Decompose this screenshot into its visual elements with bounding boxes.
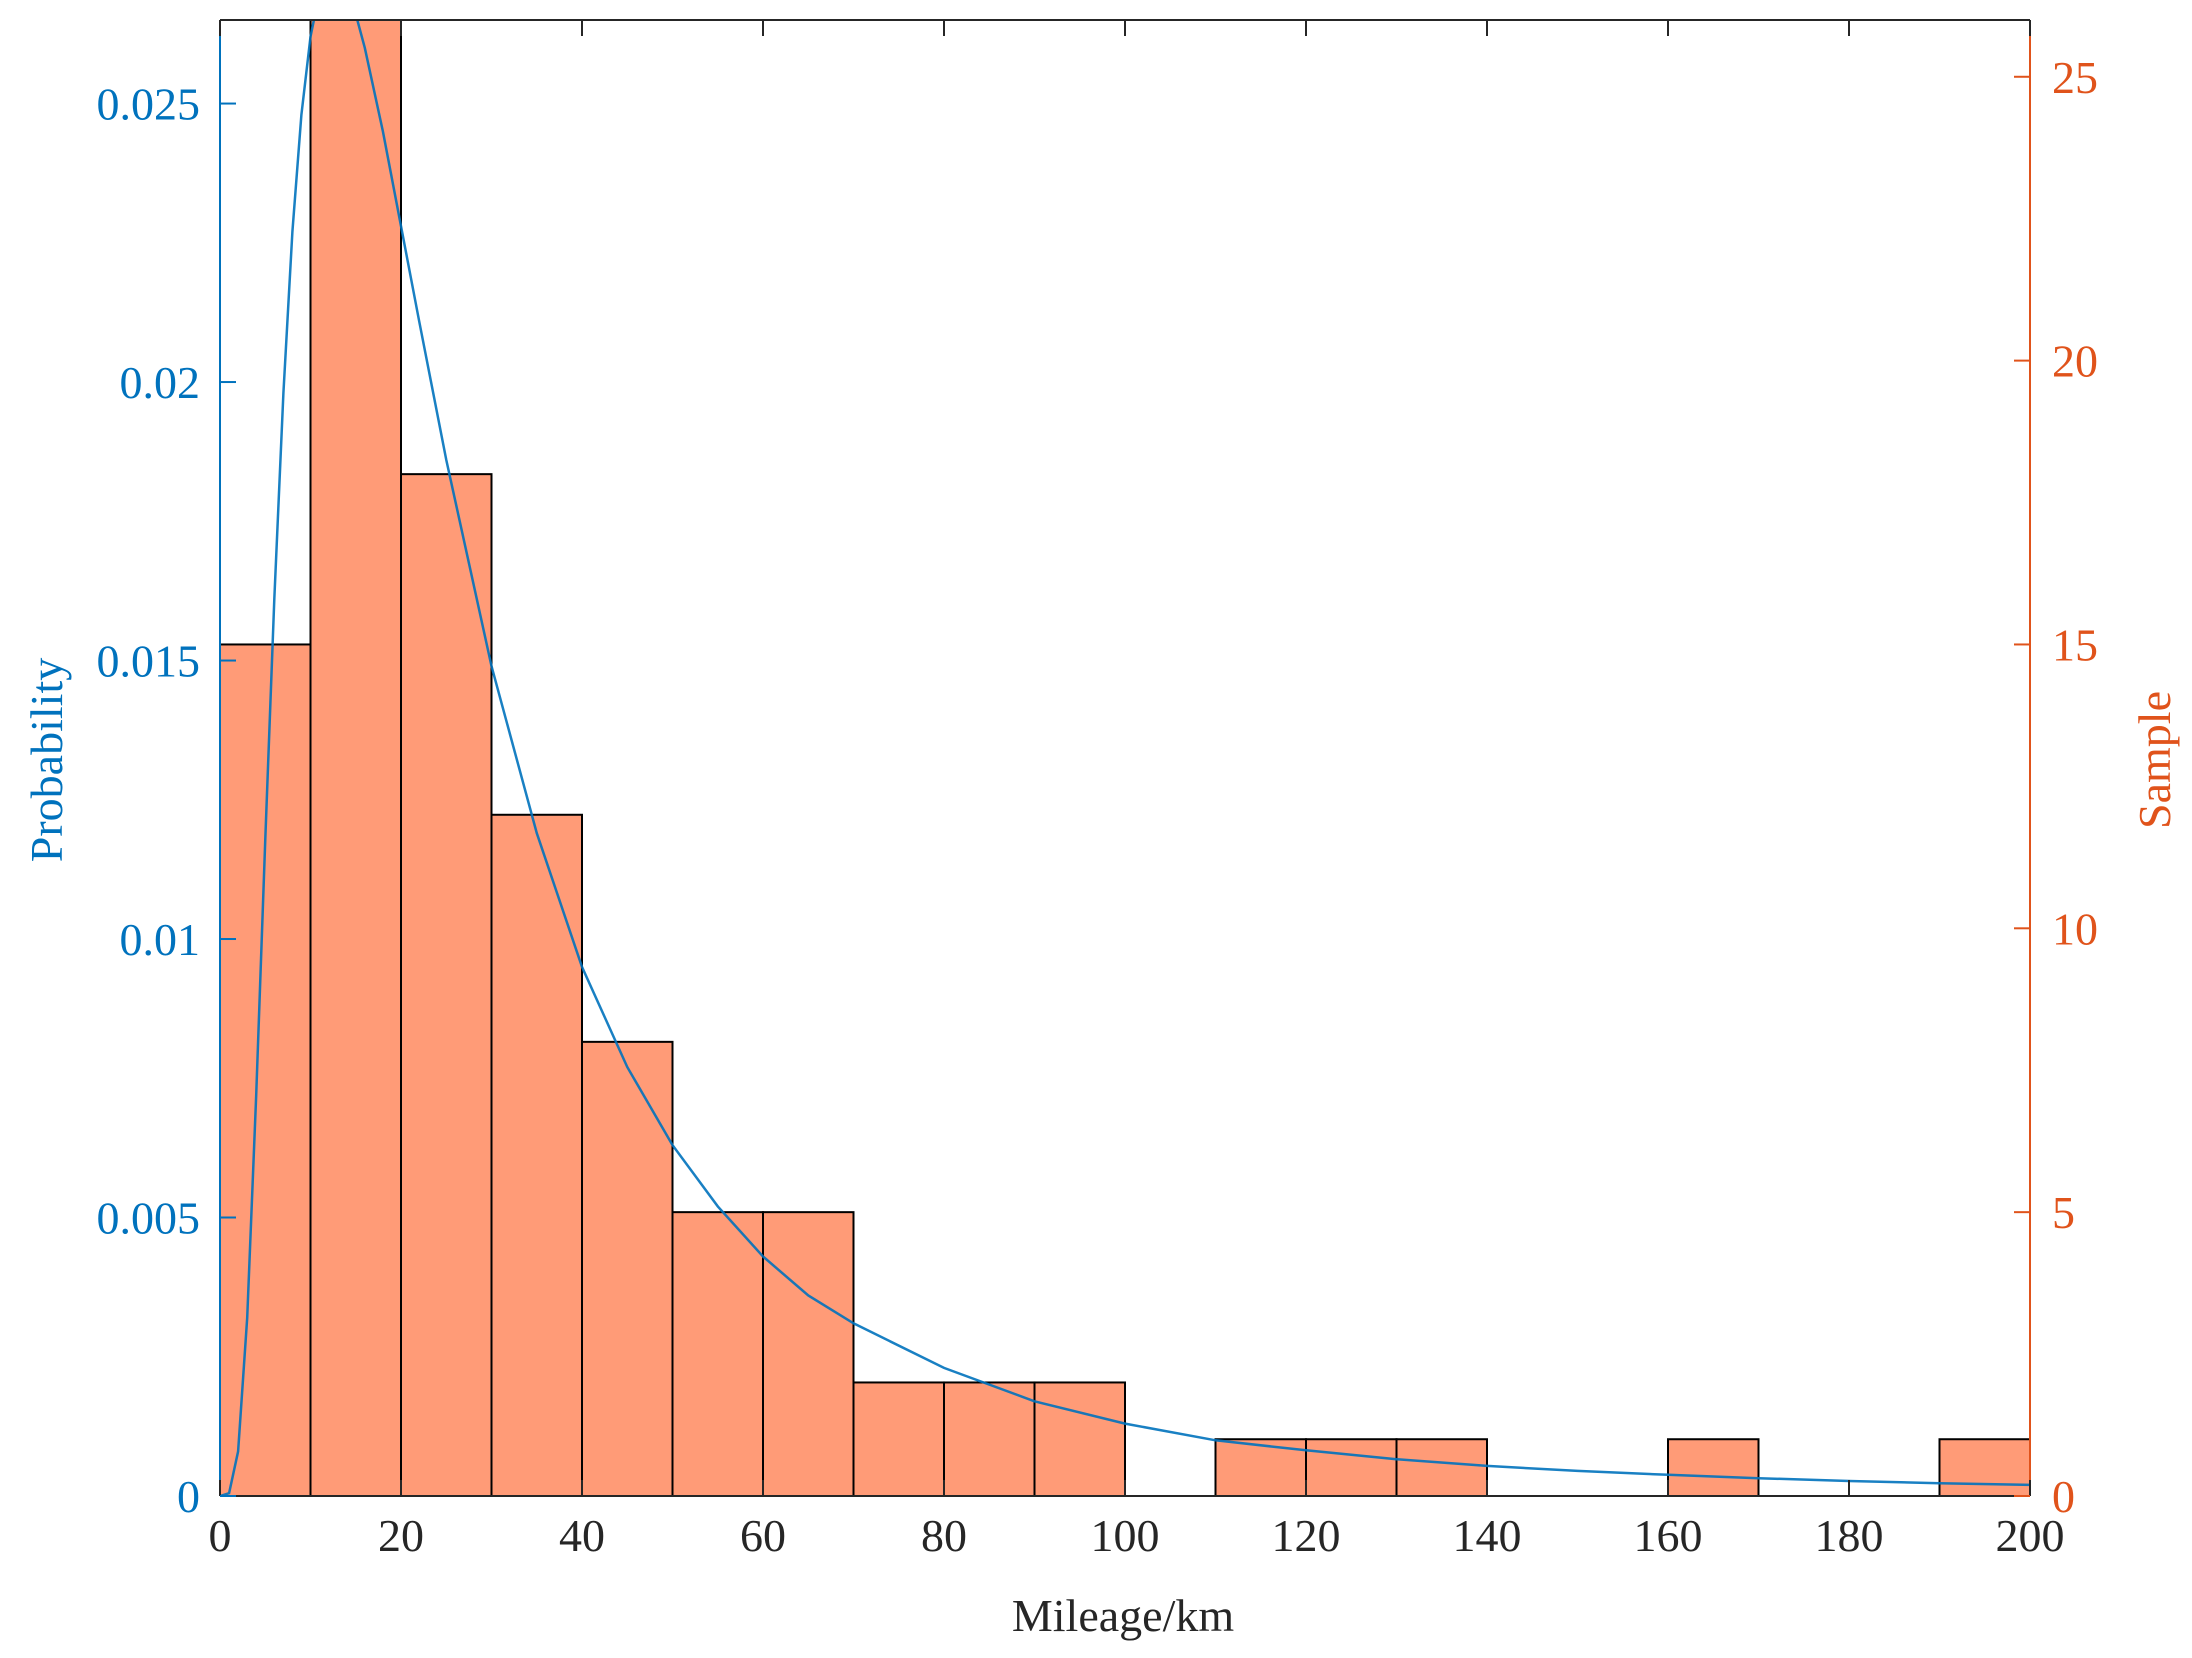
histogram-bar bbox=[1305, 1438, 1398, 1496]
histogram-bar bbox=[762, 1211, 855, 1496]
right-y-tick-label: 20 bbox=[2052, 336, 2098, 387]
left-y-axis-title: Probability bbox=[21, 658, 72, 862]
x-tick-label: 180 bbox=[1815, 1510, 1884, 1561]
x-tick-label: 120 bbox=[1272, 1510, 1341, 1561]
left-y-tick-label: 0.015 bbox=[97, 636, 201, 687]
x-tick-label: 20 bbox=[378, 1510, 424, 1561]
histogram-bar bbox=[581, 1040, 674, 1496]
histogram-bar bbox=[309, 20, 402, 1496]
x-axis-ticks: 0 20 40 60 80 100 120 140 160 180 200 bbox=[209, 20, 2065, 1561]
histogram-bar bbox=[1667, 1438, 1760, 1496]
x-axis-title: Mileage/km bbox=[1012, 1590, 1234, 1641]
x-tick-label: 200 bbox=[1996, 1510, 2065, 1561]
right-y-tick-label: 5 bbox=[2052, 1187, 2075, 1238]
x-tick-label: 60 bbox=[740, 1510, 786, 1561]
x-tick-label: 40 bbox=[559, 1510, 605, 1561]
left-y-tick-label: 0 bbox=[177, 1471, 200, 1522]
left-y-tick-label: 0.025 bbox=[97, 79, 201, 130]
histogram-bar bbox=[943, 1381, 1036, 1496]
x-tick-label: 140 bbox=[1453, 1510, 1522, 1561]
histogram-bar bbox=[671, 1211, 764, 1496]
left-y-tick-label: 0.01 bbox=[120, 914, 201, 965]
histogram-bars bbox=[220, 20, 2030, 1496]
right-y-axis-ticks: 0 5 10 15 20 25 bbox=[2014, 52, 2098, 1522]
right-y-tick-label: 10 bbox=[2052, 903, 2098, 954]
left-y-tick-label: 0.005 bbox=[97, 1193, 201, 1244]
histogram-bar bbox=[1938, 1438, 2030, 1496]
histogram-bar bbox=[490, 813, 583, 1496]
x-tick-label: 80 bbox=[921, 1510, 967, 1561]
right-y-tick-label: 25 bbox=[2052, 52, 2098, 103]
right-y-tick-label: 0 bbox=[2052, 1471, 2075, 1522]
x-tick-label: 100 bbox=[1091, 1510, 1160, 1561]
histogram-bar bbox=[852, 1381, 945, 1496]
histogram-bar bbox=[220, 643, 312, 1496]
right-y-tick-label: 15 bbox=[2052, 619, 2098, 670]
left-y-axis-ticks: 0 0.005 0.01 0.015 0.02 0.025 bbox=[97, 79, 236, 1522]
x-tick-label: 0 bbox=[209, 1510, 232, 1561]
pdf-curve-layer bbox=[220, 20, 2030, 1496]
pdf-curve-line bbox=[220, 20, 2030, 1496]
histogram-bar bbox=[400, 473, 493, 1496]
histogram-bar bbox=[1033, 1381, 1126, 1496]
left-y-tick-label: 0.02 bbox=[120, 357, 201, 408]
right-y-axis-title: Sample bbox=[2129, 691, 2180, 829]
histogram-bar bbox=[1395, 1438, 1488, 1496]
x-tick-label: 160 bbox=[1634, 1510, 1703, 1561]
